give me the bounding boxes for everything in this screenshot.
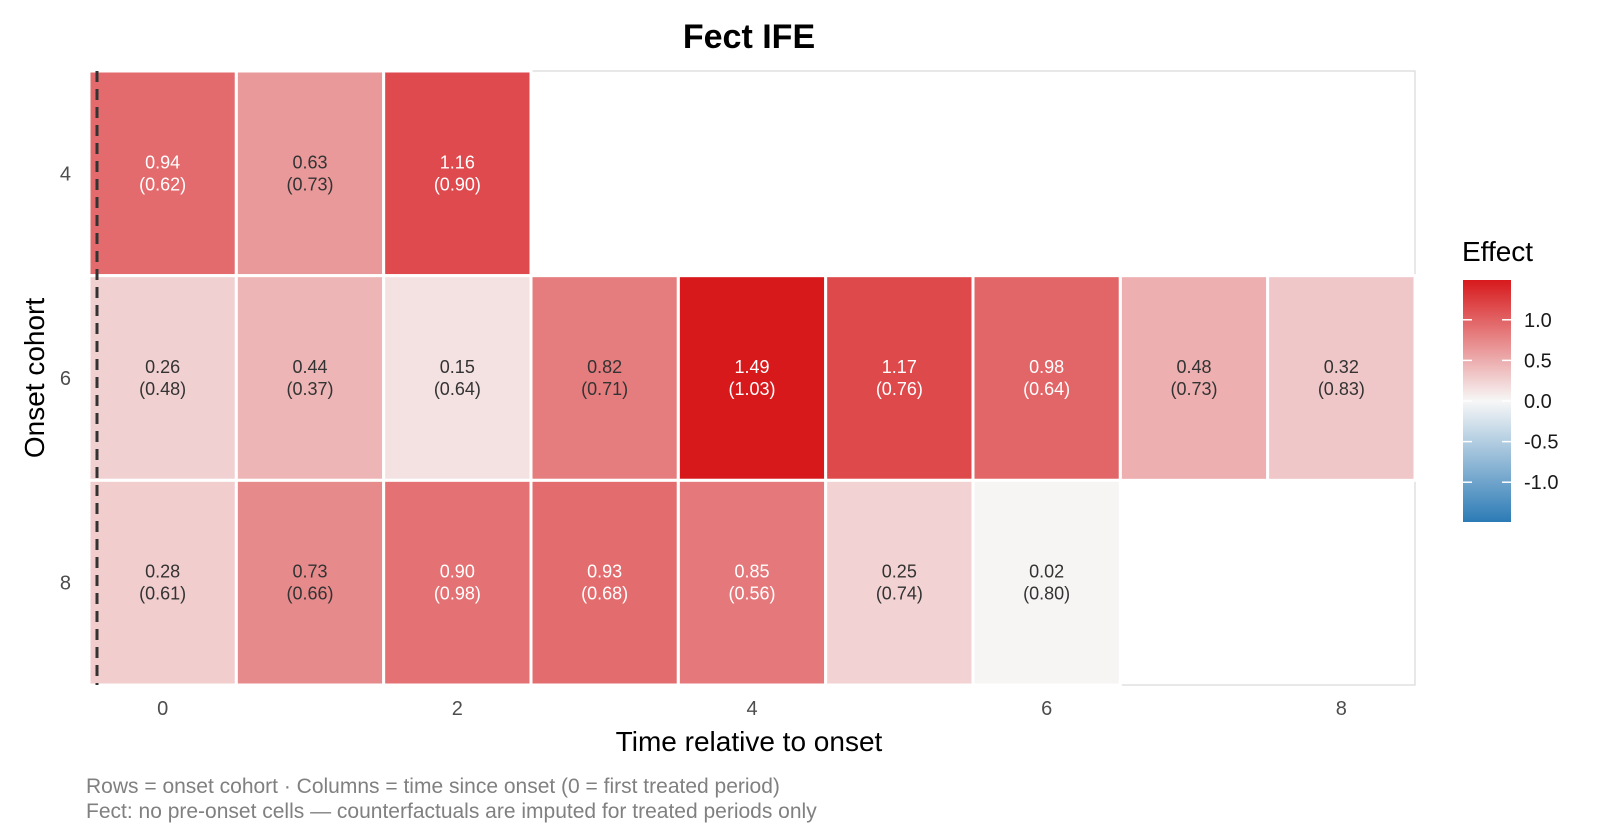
y-tick-label: 8 — [60, 573, 71, 595]
cell-se-label: (0.74) — [876, 584, 923, 604]
cell-se-label: (1.03) — [728, 379, 775, 399]
x-axis-ticks: 0 2 4 6 8 — [157, 698, 1347, 720]
heatmap-cell — [529, 274, 680, 482]
cell-se-label: (0.64) — [1023, 379, 1070, 399]
x-tick-label: 4 — [746, 698, 757, 720]
cell-value-label: 0.93 — [587, 562, 622, 582]
cell-value-label: 0.94 — [145, 152, 180, 172]
cell-se-label: (0.61) — [139, 584, 186, 604]
heatmap-cell — [382, 274, 533, 482]
heatmap-cell — [676, 478, 828, 687]
legend-tick-label: -1.0 — [1524, 472, 1558, 494]
legend-ticks: 1.0 0.5 0.0 -0.5 -1.0 — [1463, 310, 1558, 494]
cell-labels-layer: 0.94(0.62)0.63(0.73)1.16(0.90)0.26(0.48)… — [139, 152, 1365, 603]
heatmap-cell — [234, 478, 386, 687]
cell-se-label: (0.62) — [139, 174, 186, 194]
x-tick-label: 8 — [1336, 698, 1347, 720]
cell-value-label: 0.02 — [1029, 562, 1064, 582]
x-tick-label: 0 — [157, 698, 168, 720]
cell-se-label: (0.90) — [434, 174, 481, 194]
chart-title: Fect IFE — [683, 18, 815, 56]
caption-line-1: Rows = onset cohort · Columns = time sin… — [86, 775, 780, 798]
heatmap-cell — [382, 478, 533, 687]
legend-tick-label: 1.0 — [1524, 310, 1552, 332]
cell-value-label: 1.16 — [440, 152, 475, 172]
cell-value-label: 0.48 — [1176, 357, 1211, 377]
heatmap-cell — [676, 274, 828, 482]
y-tick-label: 4 — [60, 163, 71, 185]
heatmap-cell — [87, 69, 238, 278]
cell-value-label: 1.49 — [734, 357, 769, 377]
cell-se-label: (0.73) — [1170, 379, 1217, 399]
heatmap-cell — [824, 478, 975, 687]
cell-value-label: 0.15 — [440, 357, 475, 377]
y-axis-title: Onset cohort — [19, 298, 50, 459]
cell-se-label: (0.73) — [286, 174, 333, 194]
cell-se-label: (0.83) — [1318, 379, 1365, 399]
x-axis-title: Time relative to onset — [616, 726, 883, 757]
legend-title: Effect — [1462, 236, 1533, 267]
heatmap-cell — [971, 274, 1122, 482]
heatmap-cell — [1266, 274, 1417, 482]
cell-value-label: 1.17 — [882, 357, 917, 377]
caption-line-2: Fect: no pre-onset cells — counterfactua… — [86, 800, 817, 823]
cell-se-label: (0.76) — [876, 379, 923, 399]
heatmap-cell — [971, 478, 1122, 687]
cell-se-label: (0.48) — [139, 379, 186, 399]
y-tick-label: 6 — [60, 368, 71, 390]
cell-se-label: (0.98) — [434, 584, 481, 604]
cell-value-label: 0.63 — [292, 152, 327, 172]
cell-se-label: (0.66) — [286, 584, 333, 604]
legend-tick-label: 0.0 — [1524, 391, 1552, 413]
legend-tick-label: -0.5 — [1524, 432, 1558, 454]
cell-value-label: 0.85 — [734, 562, 769, 582]
cell-se-label: (0.56) — [728, 584, 775, 604]
heatmap-cell — [382, 69, 533, 278]
legend-tick-label: 0.5 — [1524, 350, 1552, 372]
cell-value-label: 0.25 — [882, 562, 917, 582]
heatmap-cell — [824, 274, 975, 482]
heatmap-cell — [234, 69, 386, 278]
cell-value-label: 0.82 — [587, 357, 622, 377]
heatmap-cell — [87, 274, 238, 482]
heatmap-cell — [234, 274, 386, 482]
heatmap-cell — [1118, 274, 1270, 482]
cell-value-label: 0.73 — [292, 562, 327, 582]
cell-se-label: (0.68) — [581, 584, 628, 604]
heatmap-cell — [529, 478, 680, 687]
x-tick-label: 2 — [452, 698, 463, 720]
cells-layer — [87, 69, 1417, 687]
cell-se-label: (0.64) — [434, 379, 481, 399]
cell-se-label: (0.80) — [1023, 584, 1070, 604]
cell-value-label: 0.28 — [145, 562, 180, 582]
cell-value-label: 0.98 — [1029, 357, 1064, 377]
x-tick-label: 6 — [1041, 698, 1052, 720]
y-axis-ticks: 4 6 8 — [60, 163, 71, 594]
cell-se-label: (0.37) — [286, 379, 333, 399]
heatmap-cell — [87, 478, 238, 687]
cell-value-label: 0.32 — [1324, 357, 1359, 377]
cell-value-label: 0.44 — [292, 357, 327, 377]
cell-value-label: 0.26 — [145, 357, 180, 377]
cell-se-label: (0.71) — [581, 379, 628, 399]
cell-value-label: 0.90 — [440, 562, 475, 582]
